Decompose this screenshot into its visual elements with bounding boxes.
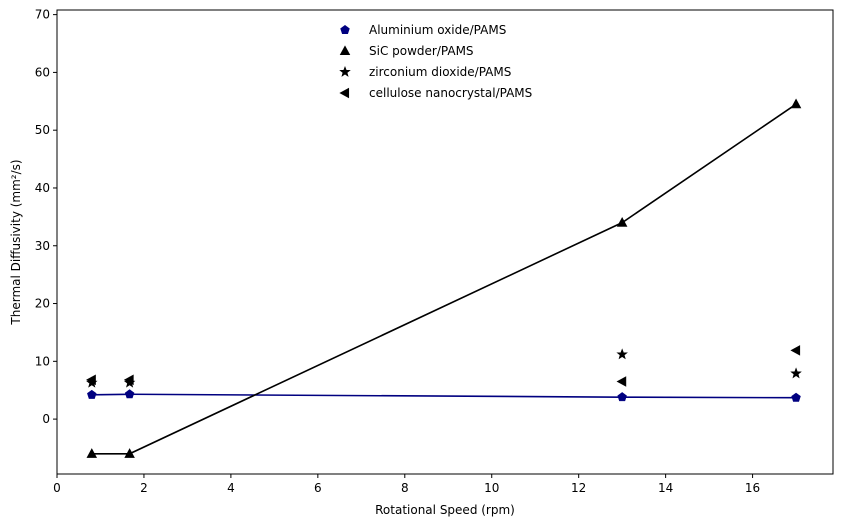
series-markers xyxy=(86,98,802,458)
series-1-point xyxy=(124,389,135,399)
series-3-point xyxy=(616,348,628,360)
legend-marker xyxy=(340,25,350,35)
series-2-point xyxy=(790,98,802,109)
x-tick-label: 16 xyxy=(745,481,760,495)
legend-marker xyxy=(339,45,351,56)
y-tick-label: 0 xyxy=(42,412,50,426)
y-tick-label: 70 xyxy=(35,8,50,22)
y-tick-label: 10 xyxy=(35,354,50,368)
y-axis-title: Thermal Diffusivity (mm²/s) xyxy=(9,159,23,325)
series-2-point xyxy=(124,448,135,458)
series-4-point xyxy=(123,374,134,386)
x-tick-label: 2 xyxy=(140,481,148,495)
plot-frame xyxy=(56,9,834,475)
series-1-line xyxy=(91,393,797,399)
x-axis-title: Rotational Speed (rpm) xyxy=(375,503,515,517)
series-3-point xyxy=(790,367,802,379)
plot-background xyxy=(57,10,833,474)
legend-label: zirconium dioxide/PAMS xyxy=(369,65,511,79)
series-4-point xyxy=(616,376,627,387)
y-tick-label: 40 xyxy=(35,181,50,195)
x-tick-label: 0 xyxy=(53,481,61,495)
series-lines xyxy=(91,103,797,455)
legend-label: cellulose nanocrystal/PAMS xyxy=(369,86,532,100)
series-1-point xyxy=(791,392,801,402)
legend-marker xyxy=(339,87,350,99)
series-2-point xyxy=(86,448,98,458)
x-tick-label: 6 xyxy=(314,481,322,495)
x-tick-label: 14 xyxy=(658,481,673,495)
series-1-point xyxy=(617,392,627,402)
legend-label: SiC powder/PAMS xyxy=(369,44,474,58)
series-2-point xyxy=(616,217,628,227)
series-2-line xyxy=(91,103,797,455)
legend: Aluminium oxide/PAMS SiC powder/PAMS zirco… xyxy=(339,23,532,100)
legend-marker xyxy=(339,65,351,77)
series-1-point xyxy=(87,389,97,399)
x-tick-label: 4 xyxy=(227,481,235,495)
legend-label: Aluminium oxide/PAMS xyxy=(369,23,506,37)
x-axis: 0 2 4 6 8 10 12 14 16 xyxy=(53,474,760,495)
y-tick-label: 20 xyxy=(35,297,50,311)
y-tick-label: 30 xyxy=(35,239,50,253)
x-tick-label: 8 xyxy=(401,481,409,495)
x-tick-label: 10 xyxy=(484,481,499,495)
y-tick-label: 60 xyxy=(35,65,50,79)
y-tick-label: 50 xyxy=(35,123,50,137)
series-4-point xyxy=(790,345,801,356)
series-4-point xyxy=(86,374,96,386)
y-axis: 0 10 20 30 40 50 60 70 xyxy=(35,8,57,426)
x-tick-label: 12 xyxy=(571,481,586,495)
